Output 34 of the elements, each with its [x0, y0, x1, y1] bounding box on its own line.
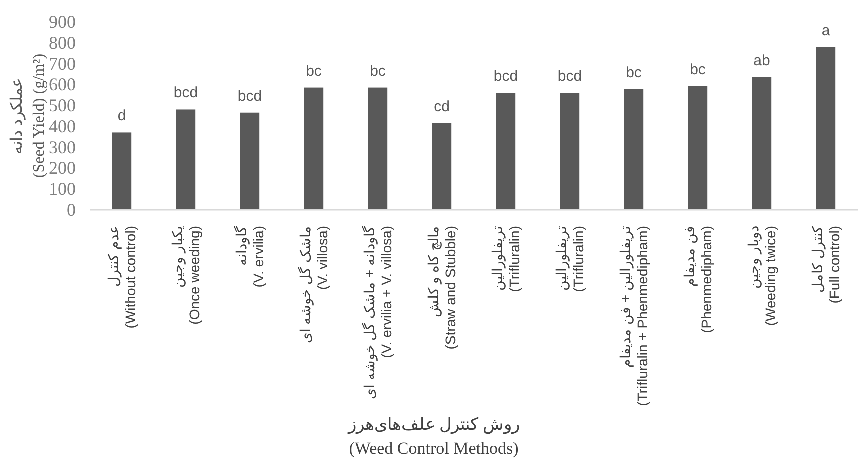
y-tick-label: 300 — [49, 137, 76, 158]
data-label: d — [118, 108, 126, 125]
data-label: bc — [690, 61, 706, 78]
data-label: a — [822, 22, 831, 40]
bar — [240, 112, 260, 210]
y-tick-label: 500 — [49, 96, 76, 116]
bar — [368, 88, 388, 210]
bar — [496, 93, 516, 210]
bar — [176, 110, 196, 210]
bar — [688, 86, 708, 210]
data-label: bc — [370, 62, 386, 80]
y-tick-label: 700 — [49, 54, 76, 74]
y-tick-label: 900 — [49, 12, 76, 32]
bar — [560, 93, 580, 210]
data-label: ab — [754, 52, 770, 70]
data-label: bcd — [174, 84, 198, 102]
data-label: bcd — [238, 88, 262, 105]
data-label: cd — [434, 98, 450, 116]
bar — [112, 132, 132, 210]
data-label: bc — [626, 64, 642, 82]
y-tick-label: 0 — [67, 200, 76, 220]
data-label: bcd — [558, 68, 582, 86]
bar — [816, 47, 836, 210]
y-tick-label: 200 — [49, 158, 76, 178]
data-label: bcd — [494, 68, 518, 86]
y-tick-label: 100 — [49, 179, 76, 200]
bar — [752, 77, 772, 210]
bar — [304, 88, 324, 210]
y-tick-label: 600 — [49, 74, 76, 95]
y-tick-label: 800 — [49, 32, 76, 53]
y-tick-label: 400 — [49, 116, 76, 136]
data-label: bc — [306, 62, 322, 80]
bar — [624, 89, 644, 210]
bar — [432, 123, 452, 210]
